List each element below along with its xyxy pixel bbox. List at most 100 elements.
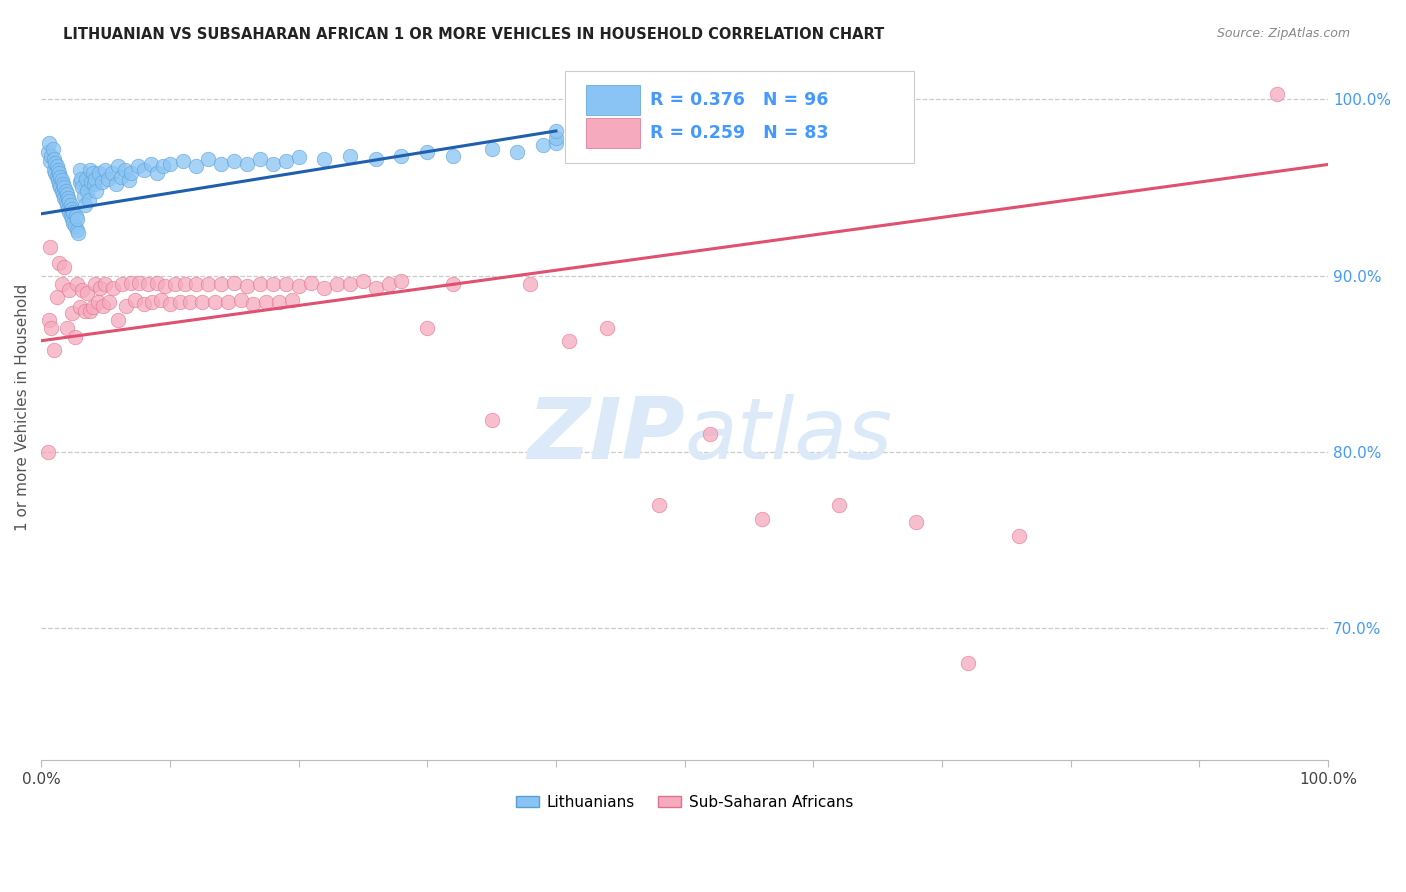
Point: [531, 138, 554, 153]
Point: [197, 152, 219, 166]
Point: [110, 169, 132, 184]
Point: [159, 157, 181, 171]
Point: [45, 169, 67, 184]
Point: [67, 226, 90, 240]
Point: [84, 277, 107, 292]
Point: [269, 295, 291, 310]
Y-axis label: 1 or more Vehicles in Household: 1 or more Vehicles in Household: [15, 285, 30, 532]
Point: [149, 293, 172, 308]
Point: [1008, 529, 1031, 543]
Point: [172, 153, 194, 168]
Point: [242, 297, 264, 311]
Point: [87, 166, 110, 180]
Point: [59, 209, 82, 223]
Point: [287, 150, 309, 164]
Point: [72, 180, 94, 194]
Point: [49, 169, 72, 184]
Point: [79, 162, 101, 177]
Point: [94, 277, 117, 292]
FancyBboxPatch shape: [565, 70, 914, 163]
Point: [262, 277, 284, 292]
Point: [299, 276, 322, 290]
Point: [699, 427, 721, 442]
Point: [69, 300, 91, 314]
Point: [91, 298, 114, 312]
Point: [416, 321, 439, 335]
Point: [184, 277, 207, 292]
Point: [197, 277, 219, 292]
Point: [51, 184, 73, 198]
Point: [152, 159, 174, 173]
Point: [82, 166, 104, 180]
Point: [73, 303, 96, 318]
Point: [163, 277, 186, 292]
Point: [46, 162, 69, 177]
Point: [48, 256, 70, 270]
Point: [391, 274, 413, 288]
Text: R = 0.376   N = 96: R = 0.376 N = 96: [650, 91, 828, 110]
Text: atlas: atlas: [685, 394, 893, 477]
Point: [1265, 87, 1288, 101]
Point: [262, 157, 284, 171]
Point: [364, 152, 387, 166]
Point: [174, 277, 197, 292]
Point: [506, 145, 529, 160]
Point: [224, 276, 246, 290]
Point: [124, 293, 146, 308]
Point: [60, 202, 83, 216]
Point: [65, 209, 87, 223]
Point: [364, 281, 387, 295]
Point: [326, 277, 349, 292]
Point: [481, 142, 503, 156]
Point: [60, 305, 83, 319]
Point: [114, 162, 136, 177]
Point: [146, 166, 169, 180]
Point: [72, 283, 94, 297]
Point: [139, 157, 162, 171]
Point: [66, 277, 89, 292]
Point: [544, 124, 567, 138]
Point: [184, 159, 207, 173]
Point: [274, 153, 297, 168]
Point: [111, 277, 134, 292]
Point: [136, 277, 159, 292]
Point: [314, 152, 336, 166]
Point: [132, 162, 155, 177]
Text: ZIP: ZIP: [527, 394, 685, 477]
Point: [558, 334, 581, 348]
Point: [209, 157, 232, 171]
Point: [72, 189, 94, 203]
Point: [90, 175, 112, 189]
Point: [281, 293, 304, 308]
Point: [63, 219, 86, 234]
Point: [596, 321, 619, 335]
Point: [287, 279, 309, 293]
Point: [58, 194, 80, 209]
Point: [141, 295, 163, 310]
Point: [58, 205, 80, 219]
Point: [42, 343, 65, 357]
Text: Source: ZipAtlas.com: Source: ZipAtlas.com: [1216, 27, 1350, 40]
Point: [55, 194, 77, 209]
Point: [56, 202, 79, 216]
Point: [46, 173, 69, 187]
Point: [107, 312, 129, 326]
Point: [751, 512, 773, 526]
Point: [236, 279, 259, 293]
Point: [70, 171, 93, 186]
Point: [254, 295, 277, 310]
Point: [41, 148, 63, 162]
Point: [481, 413, 503, 427]
Point: [103, 281, 125, 295]
Point: [87, 295, 110, 310]
Point: [62, 216, 84, 230]
Point: [648, 498, 671, 512]
Text: R = 0.259   N = 83: R = 0.259 N = 83: [650, 124, 828, 142]
Point: [159, 297, 181, 311]
FancyBboxPatch shape: [585, 118, 640, 147]
Point: [441, 277, 464, 292]
Point: [76, 286, 98, 301]
Point: [94, 162, 117, 177]
Point: [120, 166, 142, 180]
Point: [127, 159, 149, 173]
